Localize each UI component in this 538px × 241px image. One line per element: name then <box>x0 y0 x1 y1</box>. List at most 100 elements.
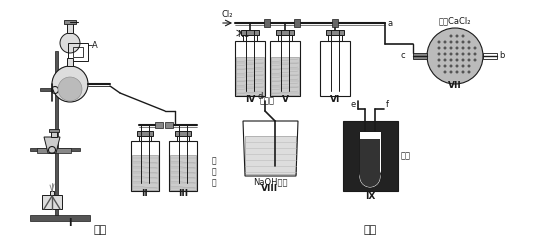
Bar <box>67 58 73 66</box>
Circle shape <box>456 59 458 61</box>
Polygon shape <box>44 137 60 153</box>
Circle shape <box>427 28 483 84</box>
Bar <box>30 148 80 151</box>
Circle shape <box>462 40 464 43</box>
Text: A: A <box>92 40 98 49</box>
Bar <box>73 47 83 57</box>
Text: I: I <box>68 218 72 228</box>
Circle shape <box>462 71 464 74</box>
Text: 冰盐: 冰盐 <box>401 152 411 161</box>
Circle shape <box>60 33 80 53</box>
Bar <box>132 155 158 190</box>
Bar <box>326 30 344 35</box>
Bar <box>30 215 90 221</box>
Circle shape <box>443 71 447 74</box>
Bar <box>137 131 153 136</box>
Bar <box>241 30 259 35</box>
Circle shape <box>437 47 441 49</box>
Bar <box>177 133 189 141</box>
Circle shape <box>443 65 447 67</box>
Circle shape <box>462 65 464 67</box>
Text: f: f <box>386 100 389 109</box>
Circle shape <box>468 47 471 49</box>
Text: NO: NO <box>237 30 250 39</box>
Bar <box>175 131 191 136</box>
Text: III: III <box>178 189 188 198</box>
Bar <box>170 155 196 190</box>
Text: 图甲: 图甲 <box>94 225 107 235</box>
Circle shape <box>456 47 458 49</box>
Circle shape <box>468 59 471 61</box>
Circle shape <box>462 59 464 61</box>
Circle shape <box>443 47 447 49</box>
Text: d: d <box>257 92 263 101</box>
Circle shape <box>450 71 452 74</box>
Bar <box>55 51 58 216</box>
Circle shape <box>456 71 458 74</box>
Circle shape <box>473 59 477 61</box>
Circle shape <box>468 65 471 67</box>
Text: II: II <box>141 189 148 198</box>
Bar <box>68 43 88 61</box>
Bar <box>235 41 265 96</box>
Bar <box>37 148 71 153</box>
Circle shape <box>456 40 458 43</box>
Bar <box>155 122 163 128</box>
Circle shape <box>360 167 380 187</box>
Text: a: a <box>388 19 393 27</box>
Bar <box>64 20 76 24</box>
Circle shape <box>450 65 452 67</box>
Bar <box>169 141 197 191</box>
Text: 浓
硫
酸: 浓 硫 酸 <box>212 156 217 187</box>
Bar <box>245 136 296 174</box>
Circle shape <box>450 59 452 61</box>
Bar <box>332 19 338 27</box>
Text: Cl₂: Cl₂ <box>221 10 233 19</box>
Bar <box>264 19 270 27</box>
Text: IX: IX <box>365 192 375 201</box>
Text: 图乙: 图乙 <box>363 225 377 235</box>
Bar <box>50 191 54 195</box>
Circle shape <box>437 53 441 55</box>
Circle shape <box>468 53 471 55</box>
Bar <box>294 19 300 27</box>
Text: 无水CaCl₂: 无水CaCl₂ <box>439 16 471 25</box>
Bar <box>270 41 300 96</box>
Circle shape <box>462 34 464 38</box>
Circle shape <box>468 40 471 43</box>
Bar <box>131 141 159 191</box>
Circle shape <box>437 65 441 67</box>
Text: VI: VI <box>330 95 340 104</box>
Bar <box>139 133 151 141</box>
Circle shape <box>58 77 82 101</box>
Circle shape <box>52 66 88 102</box>
Bar <box>328 32 342 41</box>
Bar <box>276 30 294 35</box>
Circle shape <box>443 53 447 55</box>
Circle shape <box>468 71 471 74</box>
Circle shape <box>450 40 452 43</box>
Bar <box>360 139 380 177</box>
Circle shape <box>456 34 458 38</box>
Circle shape <box>456 53 458 55</box>
Circle shape <box>443 40 447 43</box>
Bar <box>40 88 80 91</box>
Text: e: e <box>350 100 356 109</box>
Bar <box>343 121 398 191</box>
Bar <box>165 122 173 128</box>
Circle shape <box>450 53 452 55</box>
Text: c: c <box>400 52 405 60</box>
Circle shape <box>437 40 441 43</box>
Circle shape <box>450 47 452 49</box>
Circle shape <box>443 59 447 61</box>
Circle shape <box>462 53 464 55</box>
Text: IV: IV <box>245 95 255 104</box>
Bar <box>51 131 57 137</box>
Circle shape <box>473 47 477 49</box>
Bar <box>243 32 257 41</box>
Bar <box>359 131 381 177</box>
Bar <box>278 32 292 41</box>
Bar <box>413 53 427 59</box>
Bar <box>49 129 59 132</box>
Circle shape <box>473 53 477 55</box>
